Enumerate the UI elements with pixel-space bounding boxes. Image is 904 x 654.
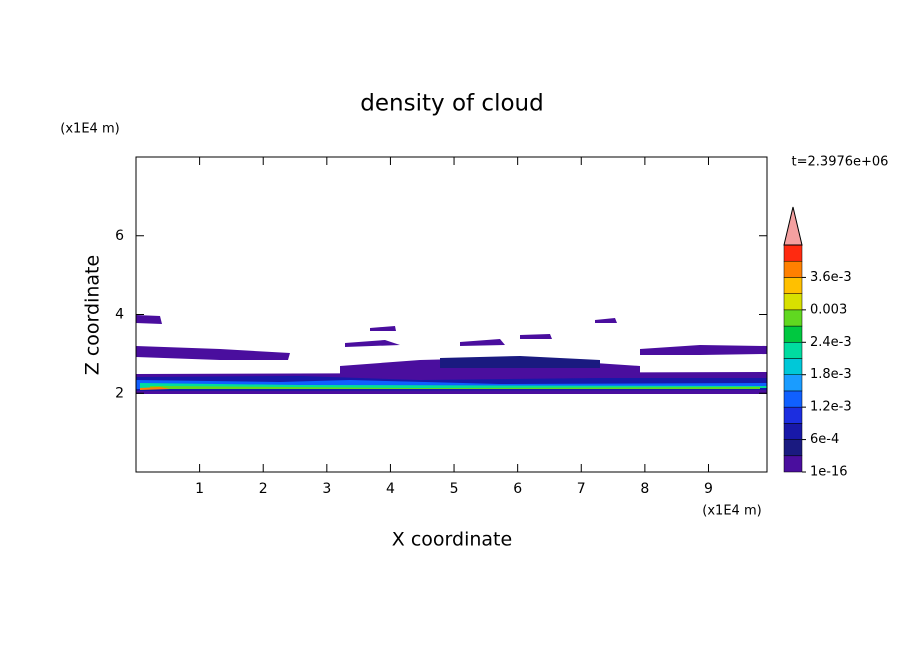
contour-field [136,315,767,394]
y-axis-label: Z coordinate [82,255,104,375]
x-unit: (x1E4 m) [702,504,761,519]
x-axis-label: X coordinate [392,529,512,551]
colorbar-segment [783,309,803,327]
x-tick-label: 7 [577,481,586,497]
y-unit: (x1E4 m) [60,122,119,137]
colorbar-segment [783,325,803,343]
colorbar-segment [783,406,803,424]
colorbar-segment [783,277,803,294]
colorbar-segment [783,455,803,473]
colorbar-extension [783,206,803,246]
x-tick-label: 9 [704,481,713,497]
colorbar-segment [783,358,803,375]
colorbar-tick-label: 6e-4 [810,432,839,447]
x-tick-label: 3 [322,481,331,497]
y-tick-label: 2 [115,385,124,401]
colorbar-tick-label: 1.2e-3 [810,400,852,415]
colorbar-segment [783,423,803,440]
colorbar-tick-label: 1.8e-3 [810,367,852,382]
x-tick-label: 5 [450,481,459,497]
x-tick-label: 1 [195,481,204,497]
colorbar-tick-label: 0.003 [810,302,847,317]
colorbar-tick-label: 1e-16 [810,465,848,480]
x-tick-label: 6 [513,481,522,497]
chart-title: density of cloud [360,91,543,117]
colorbar-segment [783,439,803,457]
colorbar-segment [783,260,803,278]
y-tick-label: 6 [115,228,124,244]
x-tick-label: 2 [259,481,268,497]
x-tick-label: 4 [386,481,395,497]
colorbar-tick-label: 3.6e-3 [810,270,852,285]
x-tick-label: 8 [640,481,649,497]
time-label: t=2.3976e+06 [792,155,889,170]
colorbar-segment [783,374,803,392]
colorbar-segment [783,293,803,311]
colorbar-segment [783,244,803,262]
colorbar-segment [783,390,803,408]
colorbar-tick-label: 2.4e-3 [810,335,852,350]
y-tick-label: 4 [115,307,124,323]
colorbar-segment [783,342,803,359]
